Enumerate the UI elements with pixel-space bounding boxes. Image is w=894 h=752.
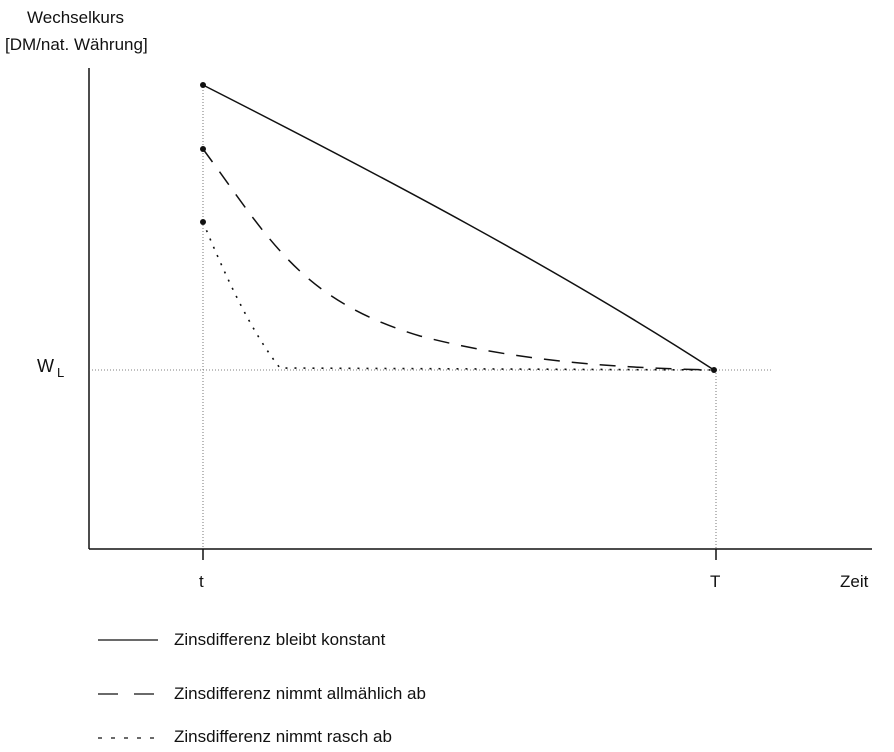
end-point-T (711, 367, 717, 373)
y-reference-label-main: W (37, 356, 54, 376)
legend-label-konstant: Zinsdifferenz bleibt konstant (174, 630, 386, 649)
series-start-point-konstant (200, 82, 206, 88)
legend-swatch-dotted (98, 737, 160, 739)
legend-label-allmaehlich: Zinsdifferenz nimmt allmählich ab (174, 684, 426, 703)
legend-item-allmaehlich: Zinsdifferenz nimmt allmählich ab (98, 682, 426, 706)
x-tick-label-T: T (710, 572, 721, 591)
legend-item-rasch: Zinsdifferenz nimmt rasch ab (98, 725, 392, 749)
x-tick-label-t: t (199, 572, 204, 591)
legend-item-konstant: Zinsdifferenz bleibt konstant (98, 628, 385, 652)
x-axis-title: Zeit (840, 572, 869, 591)
series-start-point-allmaehlich (200, 146, 206, 152)
series-start-point-rasch (200, 219, 206, 225)
legend-label-rasch: Zinsdifferenz nimmt rasch ab (174, 727, 392, 746)
y-axis-title-line1: Wechselkurs (27, 8, 124, 27)
y-reference-label-sub: L (57, 364, 65, 380)
series-line-allmaehlich (202, 148, 715, 371)
series-line-rasch (202, 221, 715, 371)
legend-swatch-dashed (98, 693, 158, 695)
legend-swatch-solid (98, 639, 158, 641)
y-axis-title-line2: [DM/nat. Währung] (5, 35, 148, 54)
series-line-konstant (202, 84, 715, 371)
